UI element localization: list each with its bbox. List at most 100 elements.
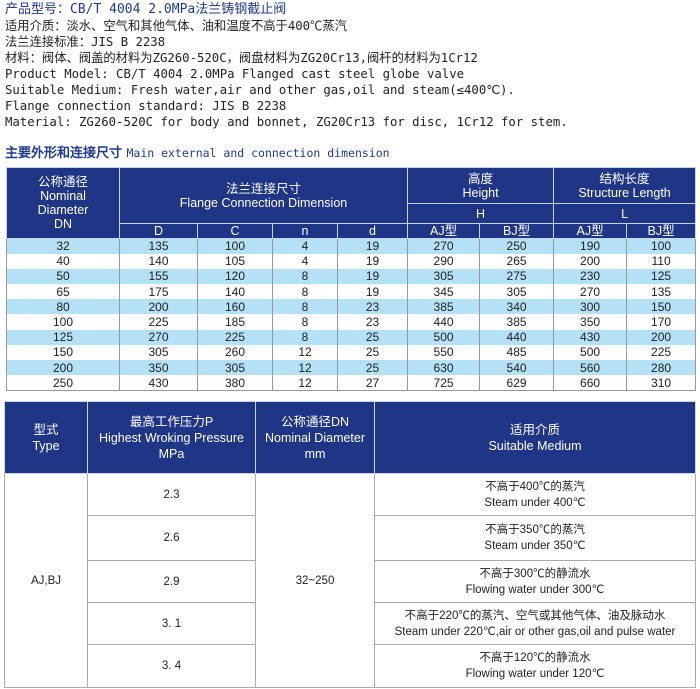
table-cell: 80 [6, 299, 120, 315]
subheader-cell: AJ型 [553, 223, 628, 239]
table-cell: 25 [336, 360, 409, 376]
product-title: 产品型号：CB/T 4004 2.0MPa法兰铸钢截止阀 [5, 2, 287, 17]
section-heading: 主要外形和连接尺寸 Main external and connection d… [5, 142, 390, 162]
desc-line: Suitable Medium: Fresh water,air and oth… [5, 83, 515, 97]
table-cell: 25 [336, 329, 409, 345]
table-cell: 340 [479, 299, 555, 315]
product-description: 产品型号：CB/T 4004 2.0MPa法兰铸钢截止阀 适用介质：淡水、空气和… [5, 2, 568, 130]
table-cell: 120 [197, 268, 273, 285]
table-row: AJ,BJ 2.3 32~250 不高于400℃的蒸汽 Steam under 400℃ [4, 473, 696, 688]
medium-cell: 不高于300℃的静流水 Flowing water under 300℃ [374, 560, 696, 603]
table-cell: 270 [119, 329, 198, 345]
table-cell: 150 [626, 299, 697, 315]
medium-table: 型式 Type 最高工作压力P Highest Wroking Pressure MP… [4, 401, 696, 688]
table-cell: 270 [407, 238, 481, 254]
table-cell: 140 [197, 284, 273, 300]
pressure-cell: 2.3 [87, 473, 256, 516]
table-cell: 100 [6, 314, 120, 330]
table-cell: 8 [272, 299, 338, 315]
table-cell: 305 [197, 360, 273, 376]
subheader-cell: BJ型 [479, 223, 555, 239]
subheader-cell: D [119, 223, 198, 239]
table-cell: 500 [407, 329, 481, 345]
table-cell: 190 [553, 238, 628, 254]
medium-cell: 不高于350℃的蒸汽 Steam under 350℃ [374, 515, 696, 561]
header-type: 型式 Type [4, 401, 88, 474]
dimension-table: 公称通径 Nominal Diameter DN 法兰连接尺寸 Flange Conne… [6, 167, 697, 391]
table-cell: 200 [6, 360, 120, 376]
table-cell: 430 [119, 375, 198, 391]
table-row: 3. 4 不高于120℃的静流水 Flowing water under 120℃ [5, 644, 696, 688]
table-cell: 25 [336, 344, 409, 360]
table-cell: 40 [6, 253, 120, 269]
table-cell: 8 [272, 268, 338, 285]
table-row: 3. 1 不高于220℃的蒸汽、空气或其他气体、油及脉动水 Steam under … [5, 602, 696, 645]
table-cell: 19 [336, 238, 409, 254]
table-cell: 550 [407, 344, 481, 360]
table-cell: 345 [407, 284, 481, 300]
table-cell: 135 [626, 284, 697, 300]
subheader-cell: BJ型 [626, 223, 697, 239]
table-cell: 125 [6, 329, 120, 345]
table-cell: 260 [197, 344, 273, 360]
table-cell: 540 [479, 360, 555, 376]
table-cell: 250 [479, 238, 555, 254]
table-cell: 12 [272, 344, 338, 360]
header-H: H [407, 203, 555, 224]
pressure-cell: 3. 4 [87, 644, 256, 688]
table-cell: 250 [6, 375, 120, 391]
table-cell: 23 [336, 299, 409, 315]
table-cell: 350 [119, 360, 198, 376]
table-row: 150 305 260 12 25 550 485 500 225 [6, 344, 697, 360]
table-cell: 140 [119, 253, 198, 269]
desc-line: Flange connection standard: JIS B 2238 [5, 99, 287, 113]
medium-cell: 不高于120℃的静流水 Flowing water under 120℃ [374, 644, 696, 688]
desc-line: Material: ZG260-520C for body and bonnet… [5, 115, 568, 129]
table-row: 40 140 105 4 19 290 265 200 110 [6, 253, 697, 269]
table-cell: 225 [197, 329, 273, 345]
table-cell: 65 [6, 284, 120, 300]
table-cell: 19 [336, 284, 409, 300]
table-cell: 350 [553, 314, 628, 330]
table-cell: 12 [272, 360, 338, 376]
table-cell: 380 [197, 375, 273, 391]
table-cell: 225 [626, 344, 697, 360]
table-cell: 430 [553, 329, 628, 345]
header-nominal-diameter: 公称通径DN Nominal Diameter mm [255, 401, 375, 474]
table-cell: 8 [272, 314, 338, 330]
desc-line: 法兰连接标准：JIS B 2238 [5, 35, 166, 49]
header-dn: 公称通径 Nominal Diameter DN [6, 167, 120, 239]
table-cell: 200 [553, 253, 628, 269]
header-L: L [553, 203, 697, 224]
table-cell: 225 [119, 314, 198, 330]
table-cell: 485 [479, 344, 555, 360]
table-cell: 230 [553, 268, 628, 285]
table-row: 2.6 不高于350℃的蒸汽 Steam under 350℃ [5, 515, 696, 561]
table-cell: 4 [272, 253, 338, 269]
medium-cell: 不高于400℃的蒸汽 Steam under 400℃ [374, 473, 696, 516]
header-medium: 适用介质 Suitable Medium [374, 401, 696, 474]
subheader-cell: C [197, 223, 273, 239]
table-cell: 110 [626, 253, 697, 269]
table-cell: 629 [479, 375, 555, 391]
table-cell: 125 [626, 268, 697, 285]
table-cell: 305 [119, 344, 198, 360]
table-cell: 100 [197, 238, 273, 254]
subheader-cell: d [336, 223, 409, 239]
table-cell: 310 [626, 375, 697, 391]
table-cell: 385 [479, 314, 555, 330]
table-cell: 290 [407, 253, 481, 269]
table-cell: 280 [626, 360, 697, 376]
header-pressure: 最高工作压力P Highest Wroking Pressure MPa [87, 401, 256, 474]
table-cell: 23 [336, 314, 409, 330]
medium-cell: 不高于220℃的蒸汽、空气或其他气体、油及脉动水 Steam under 220℃… [374, 602, 696, 645]
table-row: 125 270 225 8 25 500 440 430 200 [6, 329, 697, 345]
section-heading-cn: 主要外形和连接尺寸 [5, 145, 123, 160]
desc-line: Product Model: CB/T 4004 2.0MPa Flanged … [5, 67, 465, 81]
table-cell: 270 [553, 284, 628, 300]
table-row: 250 430 380 12 27 725 629 660 310 [6, 375, 697, 391]
table-row: 32 135 100 4 19 270 250 190 100 [6, 238, 697, 254]
section-heading-en: Main external and connection dimension [126, 146, 390, 160]
table-cell: 265 [479, 253, 555, 269]
pressure-cell: 3. 1 [87, 602, 256, 645]
